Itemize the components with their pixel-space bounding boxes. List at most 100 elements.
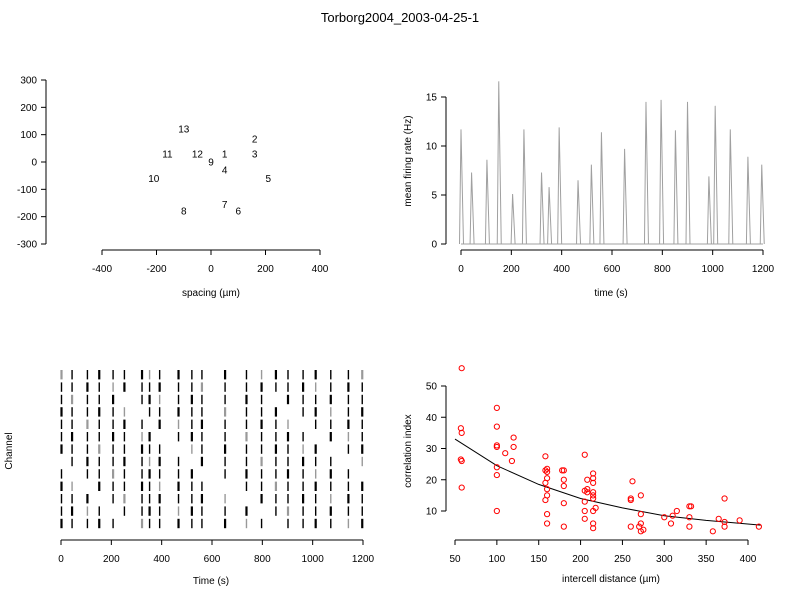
electrode-label: 6 — [235, 207, 241, 218]
x-tick-label: 1000 — [302, 554, 325, 565]
correlation-point — [458, 429, 465, 436]
rate-peak — [685, 101, 691, 245]
correlation-point — [673, 507, 680, 515]
y-tick-label: -100 — [17, 185, 37, 196]
x-tick-label: 350 — [698, 554, 715, 565]
x-tick-label: 800 — [654, 264, 671, 275]
correlation-point — [543, 468, 551, 476]
correlation-point — [584, 489, 591, 496]
correlation-point — [543, 520, 551, 527]
y-tick-label: 10 — [426, 507, 438, 518]
correlation-point — [560, 500, 567, 507]
x-tick-label: 300 — [656, 554, 673, 565]
correlation-x-label: intercell distance (µm) — [562, 574, 660, 585]
rate-peak — [557, 127, 563, 245]
correlation-point — [508, 457, 516, 465]
x-tick-label: 100 — [489, 554, 506, 565]
x-tick-label: 200 — [503, 264, 520, 275]
raster-x-label: Time (s) — [193, 576, 229, 587]
firing-rate-x-label: time (s) — [594, 288, 627, 299]
correlation-point — [493, 443, 500, 451]
electrode-label: 9 — [208, 158, 214, 169]
correlation-point — [493, 404, 500, 411]
electrode-label: 10 — [148, 174, 160, 185]
correlation-point — [542, 479, 549, 486]
rate-peak — [673, 130, 679, 245]
electrode-layout-x-label: spacing (µm) — [182, 288, 240, 299]
x-tick-label: 200 — [572, 554, 589, 565]
correlation-point — [687, 503, 695, 510]
x-tick-label: 600 — [204, 554, 221, 565]
rate-peak — [539, 172, 545, 245]
rate-peak — [622, 148, 628, 245]
rate-peak — [643, 101, 649, 245]
correlation-point — [510, 443, 517, 451]
correlation-point — [543, 511, 551, 518]
rate-peak — [510, 193, 516, 245]
x-tick-label: 1200 — [352, 554, 375, 565]
correlation-point — [590, 495, 597, 502]
correlation-point — [560, 467, 567, 474]
correlation-point — [458, 365, 465, 372]
y-tick-label: -200 — [17, 212, 37, 223]
correlation-point — [721, 518, 728, 526]
electrode-label: 13 — [178, 125, 190, 136]
rate-peak — [521, 129, 527, 245]
x-tick-label: 600 — [604, 264, 621, 275]
x-tick-label: 1200 — [752, 264, 775, 275]
correlation-point — [590, 470, 597, 477]
y-tick-label: 0 — [31, 158, 37, 169]
x-tick-label: 400 — [740, 554, 757, 565]
correlation-point — [543, 465, 551, 472]
x-tick-label: -400 — [92, 264, 112, 275]
rate-peak — [484, 159, 490, 245]
firing-rate-y-label: mean firing rate (Hz) — [403, 115, 414, 206]
correlation-point — [493, 471, 500, 479]
correlation-point — [560, 523, 567, 530]
correlation-point — [629, 478, 636, 485]
rate-peak — [589, 164, 595, 245]
rate-peak — [713, 105, 719, 245]
correlation-point — [560, 476, 567, 483]
correlation-point — [661, 514, 668, 521]
electrode-label: 11 — [162, 149, 173, 160]
y-tick-label: 100 — [20, 130, 37, 141]
correlation-point — [667, 520, 675, 527]
electrode-label: 12 — [192, 149, 204, 160]
correlation-point — [581, 515, 588, 522]
x-tick-label: 200 — [257, 264, 274, 275]
page-title: Torborg2004_2003-04-25-1 — [320, 10, 480, 25]
y-tick-label: -300 — [17, 240, 37, 251]
x-tick-label: 0 — [58, 554, 64, 565]
correlation-point — [637, 520, 644, 527]
correlation-point — [502, 450, 509, 457]
correlation-point — [590, 492, 597, 499]
correlation-point — [510, 434, 517, 441]
correlation-point — [590, 525, 597, 532]
y-tick-label: 10 — [426, 142, 438, 153]
correlation-point — [560, 482, 567, 490]
rate-peak — [745, 156, 751, 245]
correlation-panel: 50 100 150 200 250 300 350 400 10 20 30 40 50 — [426, 365, 762, 565]
correlation-point — [627, 496, 634, 504]
rate-peak — [459, 129, 464, 245]
y-tick-label: 5 — [431, 191, 437, 202]
correlation-point — [493, 507, 500, 515]
x-tick-label: -200 — [146, 264, 166, 275]
correlation-point — [590, 520, 597, 527]
rate-peak — [469, 172, 475, 245]
correlation-point — [590, 475, 597, 482]
electrode-label: 4 — [222, 166, 228, 177]
correlation-point — [637, 528, 644, 535]
correlation-point — [590, 489, 597, 496]
x-tick-label: 0 — [208, 264, 214, 275]
correlation-point — [590, 507, 597, 515]
electrode-label: 8 — [181, 207, 187, 218]
correlation-point — [721, 523, 728, 530]
correlation-point — [584, 476, 591, 483]
x-tick-label: 250 — [614, 554, 631, 565]
rate-peak — [576, 180, 582, 245]
y-tick-label: 20 — [426, 475, 438, 486]
correlation-point — [493, 423, 500, 430]
y-tick-label: 40 — [426, 413, 438, 424]
